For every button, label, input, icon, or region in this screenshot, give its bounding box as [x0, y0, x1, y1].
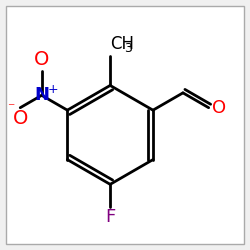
Text: F: F [105, 208, 115, 226]
Text: 3: 3 [124, 42, 132, 54]
Text: ⁻: ⁻ [8, 101, 15, 115]
Text: O: O [212, 99, 226, 117]
Text: CH: CH [110, 35, 134, 53]
Text: +: + [48, 83, 58, 96]
Text: O: O [34, 50, 49, 69]
Text: O: O [12, 109, 28, 128]
Text: N: N [34, 86, 49, 104]
